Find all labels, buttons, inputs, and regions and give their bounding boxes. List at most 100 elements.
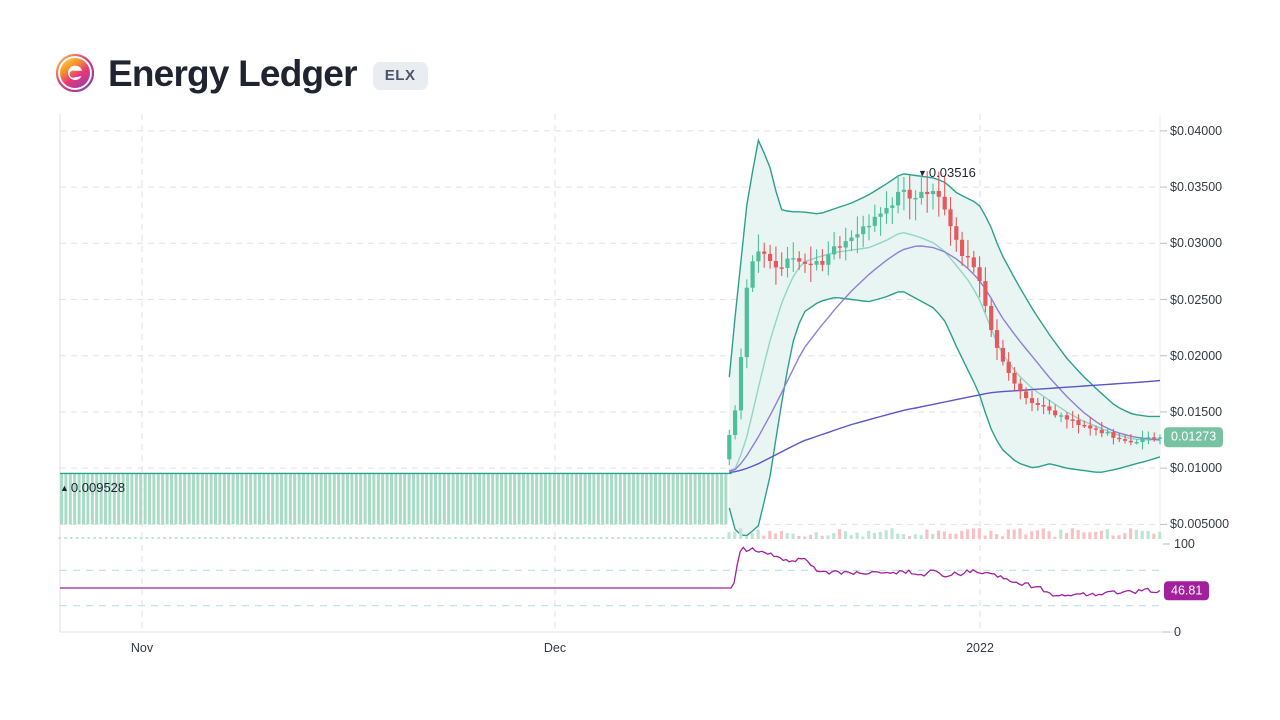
candle-body — [1024, 391, 1029, 399]
candle — [73, 473, 77, 525]
volume-bar — [1065, 533, 1069, 539]
candle — [412, 473, 415, 525]
volume-bar — [460, 537, 463, 539]
volume-bar — [966, 529, 970, 539]
volume-bar — [960, 530, 964, 539]
candle — [552, 473, 556, 525]
volume-bar — [425, 537, 428, 539]
volume-bar — [1001, 536, 1005, 539]
candle — [500, 473, 503, 525]
candlestick-series[interactable] — [727, 171, 1163, 466]
volume-bar — [936, 530, 941, 539]
candle — [482, 473, 486, 525]
volume-bar — [465, 537, 469, 539]
candle — [513, 473, 517, 525]
down-triangle-icon: ▼ — [918, 168, 927, 179]
candle-body — [832, 246, 837, 255]
volume-bar — [599, 537, 603, 539]
volume-bar — [797, 536, 801, 539]
candle — [451, 473, 455, 525]
candle — [390, 473, 393, 525]
volume-bar — [721, 537, 725, 539]
candle-body — [808, 263, 813, 266]
volume-bar — [489, 537, 492, 539]
volume-bar — [861, 536, 865, 539]
candle — [693, 473, 697, 525]
candle — [236, 473, 239, 525]
candle-body — [1157, 437, 1163, 439]
candle-body — [773, 261, 778, 268]
volume-bar — [93, 537, 96, 539]
volume-bar — [739, 528, 743, 539]
price-chart[interactable] — [0, 108, 1280, 668]
volume-bar — [948, 533, 952, 539]
volume-bar — [337, 537, 341, 539]
candle — [610, 473, 613, 525]
candle — [372, 473, 376, 525]
candle — [68, 473, 72, 525]
candle — [346, 473, 349, 525]
volume-bar — [1024, 534, 1028, 539]
volume-bar — [547, 537, 550, 539]
candle-body — [994, 330, 1000, 348]
candle — [117, 473, 121, 525]
volume-bar — [1099, 530, 1104, 539]
candle-body — [820, 261, 825, 265]
volume-bar — [1035, 530, 1040, 539]
volume-bar — [884, 530, 888, 539]
candle — [95, 473, 99, 525]
candle-body — [1140, 438, 1145, 442]
volume-bar — [907, 536, 911, 539]
candle-body — [989, 305, 994, 331]
volume-bar — [227, 537, 230, 539]
candle-body — [936, 191, 941, 197]
candle — [284, 473, 288, 525]
candle-body — [954, 226, 959, 240]
candle — [456, 473, 459, 525]
candle — [376, 473, 380, 525]
volume-bar — [838, 529, 842, 539]
volume-bar — [128, 537, 131, 539]
volume-bar — [1129, 528, 1133, 539]
volume-bar — [524, 537, 527, 539]
volume-bar — [902, 534, 906, 539]
candle — [143, 473, 147, 525]
volume-bar — [750, 532, 754, 539]
candle — [196, 473, 200, 525]
candle-body — [907, 189, 912, 199]
candle — [535, 473, 539, 525]
candle-body — [855, 234, 860, 238]
candle-body — [861, 226, 866, 235]
volume-bar — [355, 537, 358, 539]
volume-bar — [157, 537, 160, 539]
rsi-line — [60, 546, 1161, 597]
candle-body — [1134, 442, 1139, 444]
rsi-axis-label: 100 — [1174, 537, 1195, 551]
volume-bar — [779, 531, 783, 539]
volume-bar — [1088, 532, 1092, 539]
candle — [275, 473, 279, 525]
candle-body — [1123, 439, 1128, 441]
candle — [416, 473, 420, 525]
candle — [262, 473, 266, 525]
candle-body — [768, 253, 773, 261]
volume-bar — [925, 529, 929, 539]
candle — [359, 473, 363, 525]
candle — [526, 473, 530, 525]
volume-bar — [413, 537, 416, 539]
candle — [702, 473, 706, 525]
volume-bar — [1152, 533, 1156, 539]
candle — [183, 473, 187, 525]
candle — [632, 473, 635, 525]
candle — [170, 473, 173, 525]
candle — [130, 473, 134, 525]
volume-bar — [314, 537, 318, 539]
candle-body — [791, 258, 796, 260]
candle-body — [896, 191, 901, 206]
candle — [649, 473, 653, 525]
candle — [654, 473, 657, 525]
volume-bar — [215, 537, 219, 539]
volume-bar — [826, 535, 830, 539]
price-axis-label: $0.03000 — [1170, 236, 1223, 251]
candle — [539, 473, 543, 525]
